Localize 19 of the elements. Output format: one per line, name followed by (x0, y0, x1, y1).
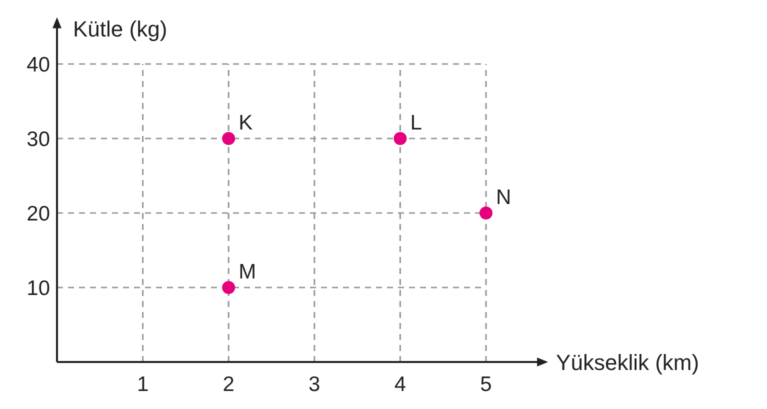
point (480, 206, 492, 220)
y-tick-label: 10 (26, 277, 50, 300)
x-tick-label: 4 (394, 373, 406, 396)
y-tick-label: 20 (26, 202, 50, 226)
annotation: K (238, 112, 253, 134)
annotation: N (496, 186, 512, 209)
point (394, 132, 407, 145)
y-axis-title: Kütle (kg) (73, 16, 168, 42)
point (222, 281, 236, 294)
x-axis-title: Yükseklik (km) (556, 350, 700, 375)
annotation: L (410, 112, 422, 134)
x-tick-label: 5 (480, 373, 492, 396)
y-tick-label: 40 (26, 54, 50, 77)
x-tick-label: 2 (222, 373, 234, 396)
y-tick-label: 30 (26, 128, 50, 152)
annotation: M (238, 260, 256, 284)
point (222, 132, 236, 145)
x-tick-label: 3 (308, 373, 320, 396)
x-tick-label: 1 (136, 373, 149, 396)
